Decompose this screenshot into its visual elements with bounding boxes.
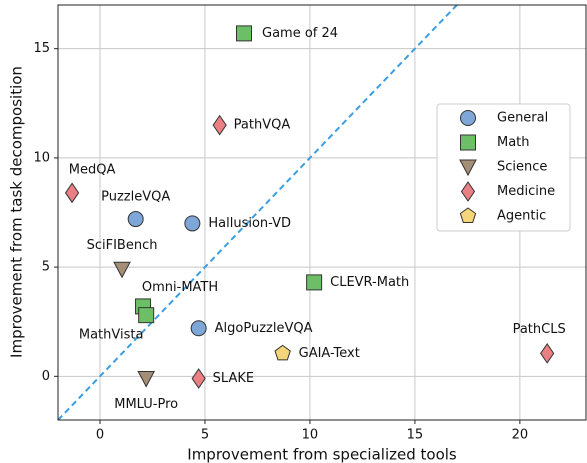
x-tick-label: 20: [512, 428, 529, 443]
legend-label: Math: [497, 135, 530, 150]
legend-marker: [460, 181, 476, 202]
point-label: AlgoPuzzleVQA: [215, 321, 313, 336]
marker: [306, 274, 323, 291]
marker: [137, 371, 156, 388]
x-tick-label: 15: [407, 428, 424, 443]
legend-marker: [459, 207, 477, 223]
marker: [212, 114, 227, 136]
marker: [274, 344, 291, 361]
marker: [540, 342, 555, 364]
point-label: MMLU-Pro: [114, 397, 178, 412]
x-tick-label: 0: [96, 428, 104, 443]
point-label: PathVQA: [234, 118, 291, 133]
legend-label: Science: [497, 160, 547, 175]
x-tick-label: 5: [201, 428, 209, 443]
legend-marker: [460, 134, 476, 151]
marker: [113, 261, 131, 279]
point-label: Omni-MATH: [142, 280, 218, 295]
legend-marker: [460, 110, 476, 126]
identity-line: [58, 5, 458, 420]
point-label: CLEVR-Math: [330, 275, 409, 290]
point-label: SciFIBench: [87, 238, 158, 253]
point-label: Hallusion-VD: [208, 216, 291, 231]
marker: [64, 182, 80, 204]
legend-marker: [459, 159, 477, 177]
x-tick-label: 10: [302, 428, 319, 443]
point-label: PathCLS: [513, 322, 566, 337]
y-axis-label: Improvement from task decomposition: [8, 66, 26, 358]
point-label: SLAKE: [213, 371, 254, 386]
point-label: PuzzleVQA: [101, 190, 170, 205]
point-label: MedQA: [69, 162, 116, 177]
y-tick-label: 0: [42, 369, 50, 384]
marker: [190, 320, 207, 337]
legend-label: Agentic: [497, 209, 546, 224]
point-label: GAIA-Text: [299, 346, 360, 361]
marker: [138, 307, 155, 324]
y-tick-label: 10: [33, 150, 50, 165]
x-axis-label: Improvement from specialized tools: [187, 446, 457, 463]
marker: [184, 215, 201, 232]
point-label: MathVista: [79, 328, 144, 343]
y-tick-label: 5: [42, 260, 50, 275]
marker: [191, 368, 206, 389]
legend-label: General: [497, 111, 548, 126]
marker: [236, 25, 253, 42]
point-label: Game of 24: [262, 26, 338, 41]
marker: [127, 211, 144, 228]
y-tick-label: 15: [33, 41, 50, 56]
legend-label: Medicine: [497, 184, 555, 199]
plot-frame: [57, 4, 587, 421]
